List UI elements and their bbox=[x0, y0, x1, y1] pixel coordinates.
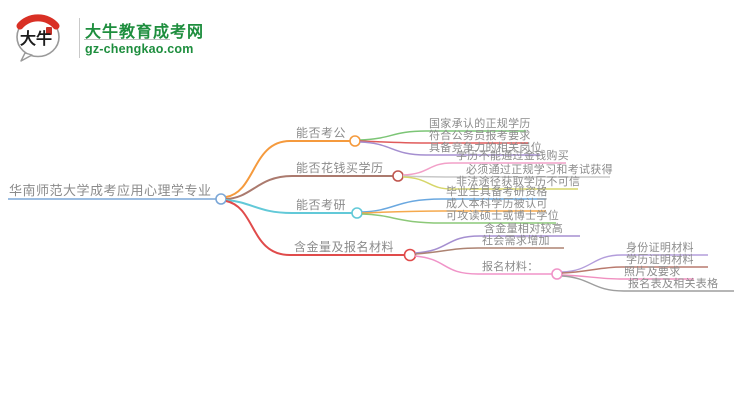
node-label: 报名表及相关表格 bbox=[628, 278, 719, 290]
node-label: 毕业生具备考研资格 bbox=[446, 186, 548, 198]
branch-huaqian-connectors bbox=[225, 162, 610, 200]
node-label: 国家承认的正规学历 bbox=[429, 118, 531, 130]
branch-kaoyan-connectors bbox=[225, 198, 556, 224]
branch-kaoyan-node-circle bbox=[351, 207, 363, 219]
brand-logo-icon: 大牛 bbox=[16, 14, 60, 62]
node-label: 具备竞争力的相关岗位 bbox=[429, 142, 542, 154]
branch-label-huaqian: 能否花钱买学历 bbox=[296, 161, 384, 175]
branch-hanjinliang-connectors bbox=[225, 200, 734, 292]
brand-name: 大牛教育成考网 bbox=[85, 24, 205, 41]
branch-kaogong-node-circle bbox=[349, 135, 361, 147]
node-label: 成人本科学历被认可 bbox=[446, 198, 548, 210]
node-label: 含金量相对较高 bbox=[484, 223, 564, 235]
branch-kaogong-connectors bbox=[225, 130, 540, 198]
brand-separator-line bbox=[84, 39, 170, 40]
branch-label-kaoyan: 能否考研 bbox=[296, 198, 347, 212]
node-label: 非法途径获取学历不可信 bbox=[456, 176, 581, 188]
node-label: 社会需求增加 bbox=[482, 235, 550, 247]
brand-divider bbox=[79, 18, 80, 58]
node-label: 学历证明材料 bbox=[626, 254, 694, 266]
node-label-baoming-cailiao: 报名材料： bbox=[482, 261, 539, 273]
root-node-label: 华南师范大学成考应用心理学专业 bbox=[9, 183, 212, 198]
brand-logo-text: 大牛 bbox=[20, 29, 52, 48]
site-brand: 大牛 大牛教育成考网 gz-chengkao.com bbox=[15, 9, 203, 65]
node-label: 照片及要求 bbox=[624, 266, 681, 278]
baoming-cailiao-node-circle bbox=[551, 268, 563, 280]
node-label: 符合公务员报考要求 bbox=[429, 130, 531, 142]
node-label: 可攻读硕士或博士学位 bbox=[446, 210, 559, 222]
branch-huaqian-node-circle bbox=[392, 170, 404, 182]
root-node-circle bbox=[215, 193, 227, 205]
branch-label-hanjinliang: 含金量及报名材料 bbox=[294, 240, 395, 254]
brand-domain: gz-chengkao.com bbox=[85, 42, 194, 56]
node-label: 必须通过正规学习和考试获得 bbox=[466, 164, 613, 176]
branch-hanjinliang-node-circle bbox=[403, 248, 417, 262]
node-label: 学历不能通过金钱购买 bbox=[456, 150, 569, 162]
branch-label-kaogong: 能否考公 bbox=[296, 126, 347, 140]
node-label: 身份证明材料 bbox=[626, 242, 694, 254]
